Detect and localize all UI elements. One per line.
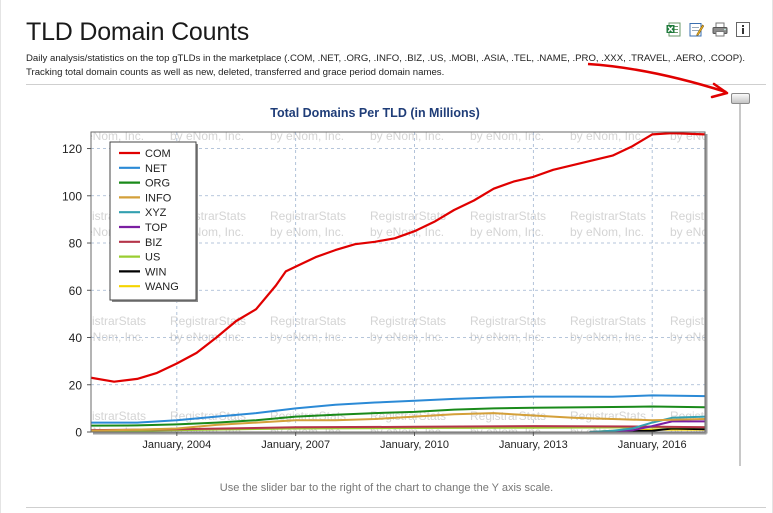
watermark-byline: by eNom, Inc.: [70, 129, 144, 143]
y-tick-label: 0: [75, 426, 82, 440]
watermark-byline: by eNom, Inc.: [270, 225, 344, 239]
x-tick-label: January, 2007: [261, 439, 330, 451]
watermark-byline: by eNom, Inc.: [370, 225, 444, 239]
watermark-byline: by eNom, Inc.: [470, 330, 544, 344]
watermark-brand: RegistrarStats: [570, 409, 646, 423]
watermark-byline: by eNom, Inc.: [470, 129, 544, 143]
watermark-brand: RegistrarStats: [270, 314, 346, 328]
watermark-byline: by eNom, Inc.: [570, 129, 644, 143]
watermark-byline: by eNom, Inc.: [570, 225, 644, 239]
x-tick-label: January, 2010: [380, 439, 449, 451]
y-tick-label: 120: [62, 142, 82, 156]
watermark-brand: RegistrarStats: [370, 209, 446, 223]
chart-title: Total Domains Per TLD (in Millions): [270, 106, 480, 120]
watermark-byline: by eNom, Inc.: [170, 330, 244, 344]
series-layer: [91, 132, 705, 432]
y-tick-label: 80: [69, 237, 83, 251]
watermark-brand: RegistrarStats: [670, 209, 746, 223]
watermark-byline: by eNom, Inc.: [370, 330, 444, 344]
plot-border: [90, 131, 708, 435]
y-tick-label: 40: [69, 331, 83, 345]
watermark-brand: RegistrarStats: [570, 209, 646, 223]
watermark-brand: RegistrarStats: [370, 314, 446, 328]
watermark-byline: by eNom, Inc.: [70, 330, 144, 344]
y-axis: 0 20 40 60 80 100 120: [62, 142, 91, 440]
watermark-byline: by eNom, Inc.: [570, 330, 644, 344]
toolbar: [665, 21, 751, 38]
watermark-byline: by eNom, Inc.: [270, 129, 344, 143]
info-icon[interactable]: [734, 21, 751, 38]
watermark-brand: RegistrarStats: [670, 314, 746, 328]
y-tick-label: 100: [62, 189, 82, 203]
legend-label-wang: WANG: [145, 281, 179, 293]
series-line-net: [91, 394, 705, 424]
watermark-byline: by eNom, Inc.: [70, 425, 144, 439]
watermark-byline: by eNom, Inc.: [470, 225, 544, 239]
legend-label-win: WIN: [145, 266, 166, 278]
y-scale-slider-handle[interactable]: [731, 93, 750, 104]
page-title: TLD Domain Counts: [26, 18, 250, 46]
x-tick-label: January, 2013: [499, 439, 568, 451]
watermark-byline: by eNom, Inc.: [670, 330, 744, 344]
watermark-byline: by eNom, Inc.: [570, 425, 644, 439]
legend-label-net: NET: [145, 163, 167, 175]
excel-export-icon[interactable]: [665, 21, 682, 38]
y-tick-label: 60: [69, 284, 83, 298]
series-line-xyz: [589, 415, 705, 432]
series-line-info: [91, 412, 705, 432]
notes-edit-icon[interactable]: [688, 21, 705, 38]
legend-label-top: TOP: [145, 222, 167, 234]
page-description: Daily analysis/statistics on the top gTL…: [26, 53, 746, 78]
print-icon[interactable]: [711, 21, 728, 38]
chart-legend: COM NET ORG INFO XYZ TOP BIZ US WIN WANG: [109, 141, 198, 302]
tld-domains-chart: Total Domains Per TLD (in Millions) by e…: [62, 106, 746, 451]
watermark-brand: RegistrarStats: [70, 314, 146, 328]
legend-label-xyz: XYZ: [145, 207, 167, 219]
watermark-layer: by eNom, Inc. by eNom, Inc. by eNom, Inc. b…: [70, 129, 746, 439]
watermark-byline: by eNom, Inc.: [670, 129, 744, 143]
x-tick-label: January, 2004: [142, 439, 211, 451]
series-line-org: [91, 405, 705, 427]
watermark-byline: by eNom, Inc.: [370, 129, 444, 143]
series-line-com: [91, 132, 705, 383]
header-divider: [26, 84, 766, 85]
watermark-byline: by eNom, Inc.: [670, 225, 744, 239]
x-tick-label: January, 2016: [618, 439, 687, 451]
watermark-brand: RegistrarStats: [570, 314, 646, 328]
watermark-brand: RegistrarStats: [270, 209, 346, 223]
legend-label-org: ORG: [145, 178, 170, 190]
watermark-byline: by eNom, Inc.: [170, 129, 244, 143]
legend-label-us: US: [145, 252, 160, 264]
y-tick-label: 20: [69, 378, 83, 392]
legend-label-com: COM: [145, 148, 171, 160]
footer-divider: [26, 507, 766, 508]
x-axis: January, 2004 January, 2007 January, 2010 J…: [142, 432, 687, 451]
watermark-brand: RegistrarStats: [470, 314, 546, 328]
legend-label-biz: BIZ: [145, 237, 162, 249]
slider-hint: Use the slider bar to the right of the c…: [219, 482, 554, 494]
watermark-byline: by eNom, Inc.: [270, 330, 344, 344]
y-scale-slider-track[interactable]: [739, 100, 741, 466]
watermark-brand: RegistrarStats: [470, 209, 546, 223]
watermark-brand: RegistrarStats: [170, 314, 246, 328]
watermark-brand: RegistrarStats: [70, 409, 146, 423]
legend-label-info: INFO: [145, 192, 172, 204]
